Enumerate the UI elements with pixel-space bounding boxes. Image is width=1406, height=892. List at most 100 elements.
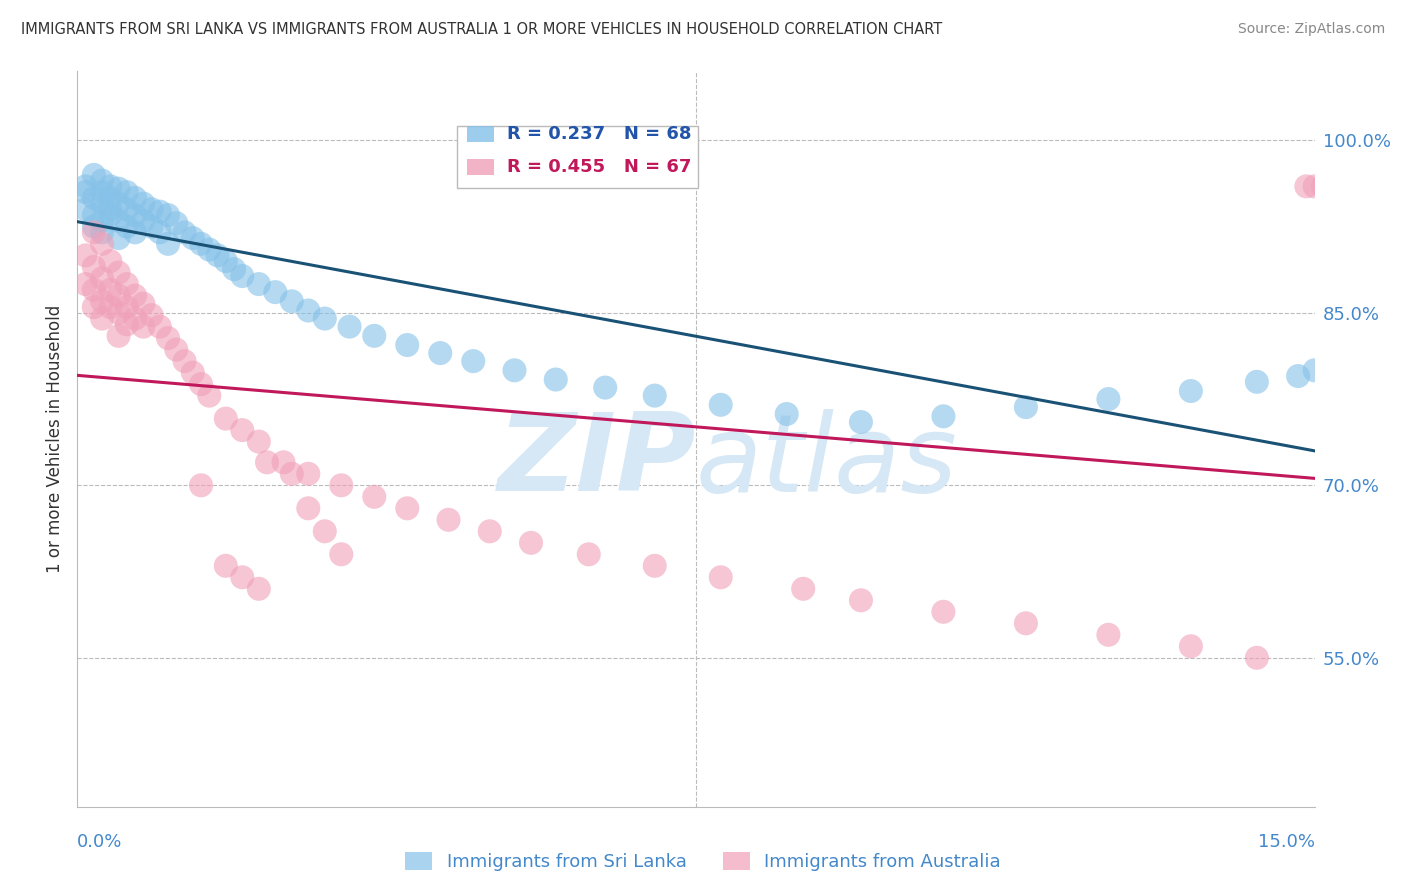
Point (107, 214, 129, 228)
Point (1180, 384, 1202, 398)
Point (181, 366, 204, 380)
Point (149, 319, 172, 334)
Point (1295, 179, 1317, 194)
Point (207, 248, 229, 262)
Point (91, 236, 114, 251)
Point (363, 328, 385, 343)
Point (91, 271, 114, 285)
Point (544, 372, 567, 386)
Point (1015, 400, 1038, 414)
Point (83, 219, 105, 234)
Point (165, 343, 187, 357)
Point (776, 407, 799, 421)
Point (75, 179, 97, 194)
Point (115, 185, 138, 199)
Point (437, 513, 460, 527)
Point (247, 582, 270, 596)
Point (98, 179, 121, 194)
Point (181, 231, 204, 245)
Point (124, 288, 146, 302)
Point (478, 524, 501, 539)
Point (107, 328, 129, 343)
Point (83, 208, 105, 222)
Point (107, 196, 129, 211)
Point (132, 296, 155, 310)
Point (1015, 616, 1038, 631)
Point (429, 346, 451, 360)
Point (98, 208, 121, 222)
Text: 15.0%: 15.0% (1257, 832, 1315, 851)
Point (849, 593, 872, 607)
Point (190, 377, 212, 392)
Point (124, 225, 146, 239)
Point (149, 204, 172, 219)
Point (190, 236, 212, 251)
Point (83, 191, 105, 205)
Point (198, 243, 221, 257)
Point (115, 202, 138, 217)
Point (107, 231, 129, 245)
Point (231, 268, 253, 283)
Point (198, 389, 221, 403)
Point (215, 411, 238, 425)
Point (849, 415, 872, 429)
Point (363, 490, 385, 504)
Point (463, 354, 485, 368)
Point (132, 214, 155, 228)
Point (1246, 375, 1268, 389)
Point (83, 260, 105, 274)
Point (644, 558, 666, 573)
Point (330, 547, 353, 561)
FancyBboxPatch shape (467, 126, 495, 142)
Point (173, 225, 195, 239)
Point (190, 478, 212, 492)
Text: IMMIGRANTS FROM SRI LANKA VS IMMIGRANTS FROM AUSTRALIA 1 OR MORE VEHICLES IN HOU: IMMIGRANTS FROM SRI LANKA VS IMMIGRANTS … (21, 22, 942, 37)
Point (91, 311, 114, 326)
Point (141, 219, 163, 234)
Point (173, 354, 195, 368)
Point (157, 208, 180, 222)
Point (339, 319, 361, 334)
Point (141, 308, 163, 322)
Point (91, 294, 114, 309)
Point (91, 214, 114, 228)
Point (710, 570, 733, 584)
Point (578, 547, 600, 561)
Point (1286, 369, 1309, 384)
Point (165, 216, 187, 230)
Point (231, 570, 253, 584)
Point (75, 202, 97, 217)
Point (215, 254, 238, 268)
Point (792, 582, 814, 596)
Point (1303, 363, 1326, 377)
Point (520, 536, 543, 550)
Point (91, 225, 114, 239)
Point (157, 236, 180, 251)
Point (115, 277, 138, 291)
Point (932, 605, 955, 619)
Text: R = 0.237   N = 68: R = 0.237 N = 68 (506, 125, 692, 143)
Point (132, 319, 155, 334)
Point (297, 501, 319, 516)
Point (1097, 392, 1119, 406)
Legend: Immigrants from Sri Lanka, Immigrants from Australia: Immigrants from Sri Lanka, Immigrants fr… (398, 845, 1008, 879)
Point (297, 303, 319, 318)
Point (132, 196, 155, 211)
Point (1246, 650, 1268, 665)
Point (107, 266, 129, 280)
Point (1097, 628, 1119, 642)
Text: R = 0.455   N = 67: R = 0.455 N = 67 (506, 158, 690, 176)
Point (98, 254, 121, 268)
Point (297, 467, 319, 481)
Point (115, 300, 138, 314)
Text: 0.0%: 0.0% (77, 832, 122, 851)
Point (115, 318, 138, 332)
Point (281, 294, 304, 309)
Point (593, 380, 616, 394)
Point (124, 208, 146, 222)
Point (91, 185, 114, 199)
Point (83, 283, 105, 297)
Point (273, 455, 295, 469)
Point (222, 262, 245, 277)
Point (314, 311, 336, 326)
